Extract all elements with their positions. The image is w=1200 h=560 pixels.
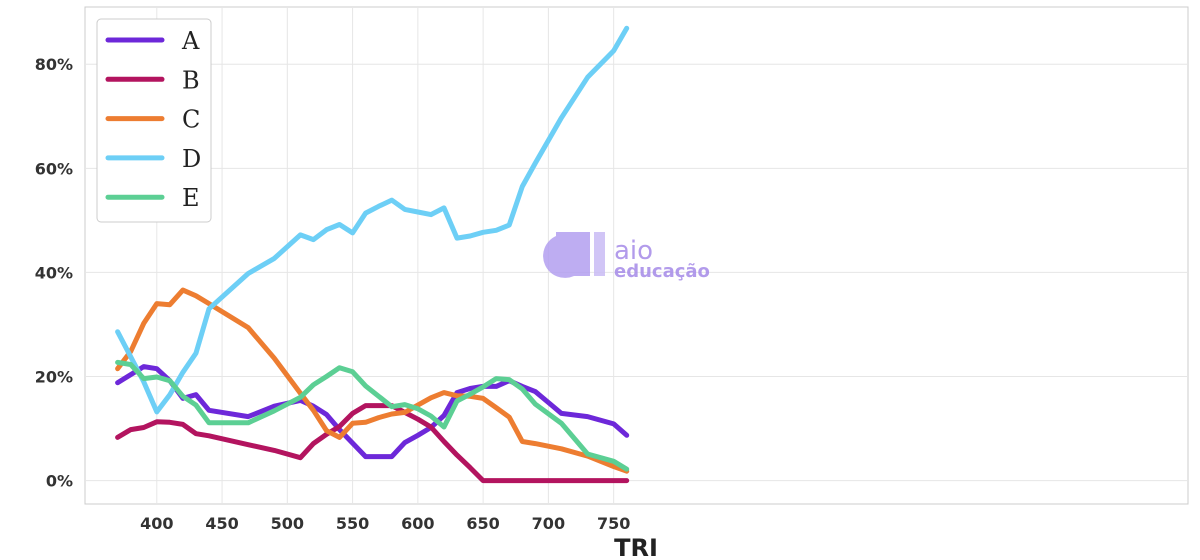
watermark-tagline: educação — [614, 261, 710, 282]
legend-label-B: B — [182, 66, 200, 94]
plot-area — [84, 6, 1189, 505]
logo-mark-icon — [543, 232, 590, 278]
y-tick-label: 60% — [35, 159, 73, 178]
legend-label-D: D — [182, 145, 201, 173]
y-tick-label: 0% — [46, 472, 73, 491]
x-tick-label: 500 — [271, 514, 304, 533]
series-line-C — [115, 287, 630, 474]
x-tick-label: 750 — [597, 514, 630, 533]
legend-label-E: E — [182, 184, 200, 212]
x-tick-label: 550 — [336, 514, 369, 533]
watermark-logo: aio educação — [543, 232, 710, 282]
x-axis-ticks: 400 450 500 550 600 650 700 750 — [140, 514, 630, 533]
series-lines — [115, 25, 630, 484]
series-line-A — [115, 364, 630, 460]
legend-label-A: A — [181, 27, 200, 55]
y-tick-label: 40% — [35, 263, 73, 282]
legend-label-C: C — [182, 106, 200, 134]
x-tick-label: 600 — [401, 514, 434, 533]
series-line-B — [115, 403, 630, 484]
logo-bar-icon — [594, 232, 605, 276]
series-line-D — [115, 25, 630, 415]
y-axis-ticks: 0% 20% 40% 60% 80% — [35, 55, 73, 490]
x-tick-label: 650 — [466, 514, 499, 533]
y-tick-label: 20% — [35, 367, 73, 386]
x-axis-label: TRI — [614, 534, 658, 560]
series-line-E — [115, 359, 630, 472]
x-tick-label: 450 — [205, 514, 238, 533]
x-tick-label: 700 — [532, 514, 565, 533]
watermark-name: aio — [614, 236, 653, 266]
y-tick-label: 80% — [35, 55, 73, 74]
x-tick-label: 400 — [140, 514, 173, 533]
